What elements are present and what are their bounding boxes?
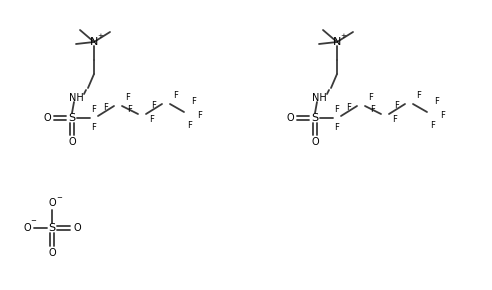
Text: F: F <box>187 122 192 130</box>
Text: O: O <box>43 113 51 123</box>
Text: N: N <box>333 37 341 47</box>
Text: F: F <box>103 104 108 113</box>
Text: F: F <box>125 93 130 102</box>
Text: F: F <box>434 97 439 106</box>
Text: +: + <box>97 33 103 39</box>
Text: F: F <box>174 92 179 101</box>
Text: S: S <box>48 223 56 233</box>
Text: O: O <box>286 113 294 123</box>
Text: NH: NH <box>68 93 83 103</box>
Text: O: O <box>68 137 76 147</box>
Text: O: O <box>23 223 31 233</box>
Text: S: S <box>68 113 76 123</box>
Text: F: F <box>417 92 422 101</box>
Text: F: F <box>335 104 339 113</box>
Text: O: O <box>48 248 56 258</box>
Text: O: O <box>311 137 319 147</box>
Text: F: F <box>191 97 196 106</box>
Text: −: − <box>30 218 36 224</box>
Text: F: F <box>393 115 398 124</box>
Text: O: O <box>48 198 56 208</box>
Text: F: F <box>92 122 96 131</box>
Text: F: F <box>346 104 351 113</box>
Text: F: F <box>370 106 375 115</box>
Text: F: F <box>198 111 202 121</box>
Text: F: F <box>395 102 400 110</box>
Text: N: N <box>90 37 98 47</box>
Text: F: F <box>430 122 435 130</box>
Text: O: O <box>73 223 81 233</box>
Text: F: F <box>152 102 156 110</box>
Text: F: F <box>150 115 154 124</box>
Text: F: F <box>92 104 96 113</box>
Text: S: S <box>311 113 318 123</box>
Text: F: F <box>440 111 445 121</box>
Text: F: F <box>369 93 373 102</box>
Text: −: − <box>56 195 62 201</box>
Text: F: F <box>127 106 132 115</box>
Text: NH: NH <box>311 93 326 103</box>
Text: F: F <box>335 122 339 131</box>
Text: +: + <box>340 33 346 39</box>
